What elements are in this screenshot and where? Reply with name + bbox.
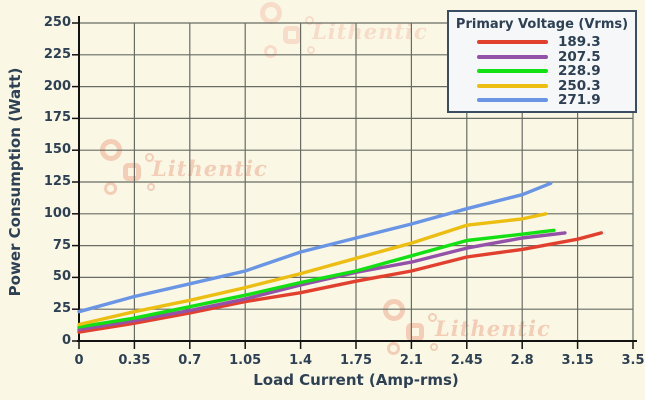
watermark-ring-medium-icon (264, 45, 277, 58)
legend-value-label: 250.3 (558, 77, 601, 94)
legend: Primary Voltage (Vrms) 189.3 207.5 228.9 25… (447, 10, 637, 113)
watermark-ring-medium-icon (387, 342, 400, 355)
x-axis-title: Load Current (Amp-rms) (253, 371, 459, 389)
legend-swatch (477, 40, 548, 45)
x-tick-label: 2.1 (399, 353, 423, 368)
watermark-square-icon (283, 26, 301, 44)
legend-title: Primary Voltage (Vrms) (455, 17, 629, 32)
watermark-text: Lithentic (152, 156, 268, 181)
watermark-ring-small-icon (305, 16, 314, 25)
watermark-ring-tiny-icon (430, 343, 438, 351)
y-tick-label: 25 (52, 301, 71, 317)
y-tick-label: 200 (43, 78, 71, 94)
legend-swatch (477, 69, 548, 74)
y-tick-label: 100 (43, 205, 71, 221)
y-tick-label: 125 (43, 174, 71, 189)
y-tick-label: 225 (43, 46, 71, 62)
x-tick-label: 0.35 (118, 353, 151, 368)
legend-swatch (477, 54, 548, 59)
watermark-ring-tiny-icon (307, 46, 315, 54)
watermark-ring-small-icon (428, 313, 437, 322)
watermark-ring-medium-icon (104, 182, 117, 195)
watermark-ring-small-icon (145, 153, 154, 162)
legend-rows: 189.3 207.5 228.9 250.3 271.9 (449, 32, 635, 108)
legend-value-label: 228.9 (558, 63, 601, 80)
x-tick-label: 1.4 (289, 353, 313, 368)
x-tick-label: 0.7 (178, 353, 202, 368)
y-tick-label: 150 (43, 142, 71, 158)
legend-item: 189.3 (449, 34, 635, 51)
legend-value-label: 271.9 (558, 92, 601, 109)
watermark-text: Lithentic (435, 316, 551, 341)
series-line-207.5 (77, 231, 567, 332)
watermark-logo: Lithentic (373, 298, 583, 362)
x-tick-label: 3.5 (621, 353, 645, 368)
x-tick-label: 1.05 (229, 353, 262, 368)
legend-value-label: 189.3 (558, 34, 601, 51)
series-line-250.3 (77, 212, 548, 327)
y-tick-label: 0 (61, 333, 71, 348)
x-tick-label: 3.15 (561, 353, 594, 368)
x-tick-label: 1.75 (339, 353, 373, 368)
series-line-228.9 (77, 228, 556, 329)
legend-swatch (477, 83, 548, 88)
y-tick-label: 175 (43, 110, 71, 126)
watermark-ring-tiny-icon (147, 183, 155, 191)
legend-item: 250.3 (449, 77, 635, 94)
y-tick-label: 50 (52, 269, 71, 285)
watermark-square-icon (123, 163, 141, 181)
y-tick-label: 250 (43, 15, 71, 30)
watermark-square-icon (406, 323, 424, 341)
legend-swatch (477, 98, 548, 103)
series-line-271.9 (77, 181, 553, 314)
watermark-ring-large-icon (383, 299, 405, 321)
y-tick-label: 75 (52, 237, 71, 253)
x-tick-label: 2.45 (450, 353, 483, 368)
legend-value-label: 207.5 (558, 48, 601, 65)
legend-item: 271.9 (449, 92, 635, 109)
legend-item: 228.9 (449, 63, 635, 80)
watermark-ring-large-icon (260, 2, 282, 24)
series-line-189.3 (77, 231, 603, 334)
x-tick-label: 2.8 (510, 353, 534, 368)
x-tick-label: 0 (74, 353, 84, 368)
legend-item: 207.5 (449, 48, 635, 65)
